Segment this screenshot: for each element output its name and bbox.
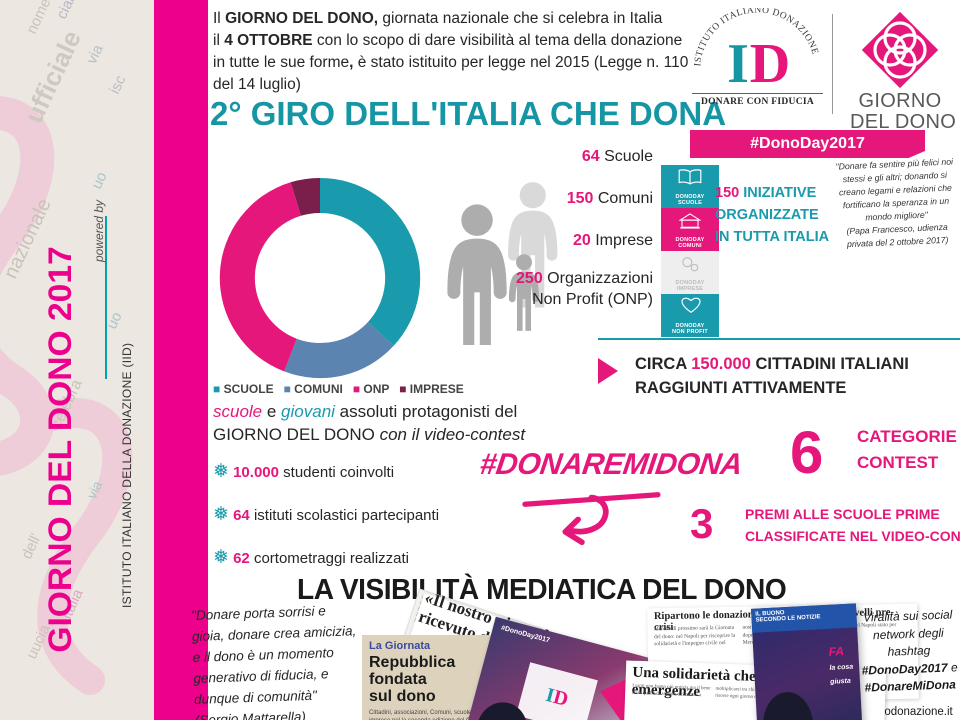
svg-text:isc: isc [106, 72, 129, 96]
svg-text:nome pi: nome pi [23, 0, 61, 37]
svg-text:dell': dell' [18, 531, 45, 562]
svg-text:ciale: ciale [53, 0, 81, 22]
svg-text:I: I [727, 33, 749, 88]
svg-text:D: D [750, 33, 790, 88]
svg-text:via: via [83, 42, 107, 67]
